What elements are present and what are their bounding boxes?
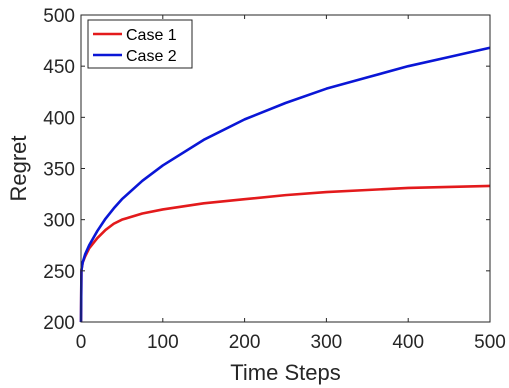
y-axis-label: Regret [6,135,31,201]
x-tick-label: 0 [76,332,87,353]
y-tick-label: 200 [43,313,75,334]
legend-label-case-2: Case 2 [126,48,177,65]
y-tick-label: 250 [43,262,75,283]
legend: Case 1 Case 2 [87,19,193,69]
series-layer [79,46,491,323]
legend-label-case-1: Case 1 [126,27,177,44]
legend-box [87,19,193,69]
tick-layer: 0 100 200 300 400 500 200 250 300 350 400 450 500 [43,6,506,353]
x-axis-label: Time Steps [230,360,340,385]
y-tick-label: 350 [43,160,75,181]
y-tick-label: 500 [43,6,75,27]
x-tick-label: 400 [392,332,424,353]
y-tick-label: 300 [43,211,75,232]
x-tick-label: 100 [147,332,179,353]
series-line-case-2 [79,46,491,323]
y-tick-label: 450 [43,57,75,78]
y-tick-label: 400 [43,108,75,129]
x-tick-label: 300 [311,332,343,353]
x-tick-label: 500 [474,332,506,353]
x-tick-label: 200 [229,332,261,353]
